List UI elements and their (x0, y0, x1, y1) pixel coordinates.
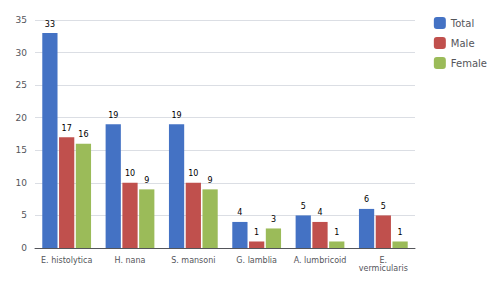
svg-text:10: 10 (188, 169, 198, 178)
svg-text:A. lumbricoid: A. lumbricoid (294, 256, 347, 265)
svg-text:9: 9 (208, 176, 213, 185)
svg-text:17: 17 (62, 124, 72, 133)
svg-text:E.: E. (379, 255, 388, 265)
svg-text:1: 1 (398, 228, 403, 237)
svg-text:35: 35 (16, 15, 27, 25)
svg-text:19: 19 (171, 111, 181, 120)
svg-text:vermicularis: vermicularis (359, 264, 408, 273)
svg-text:25: 25 (16, 80, 27, 90)
svg-text:E. histolytica: E. histolytica (41, 256, 92, 265)
svg-text:H. nana: H. nana (115, 256, 146, 265)
svg-text:16: 16 (78, 130, 88, 139)
svg-text:5: 5 (301, 202, 306, 211)
svg-text:S. mansoni: S. mansoni (171, 256, 215, 265)
svg-text:1: 1 (334, 228, 339, 237)
svg-text:33: 33 (45, 20, 55, 29)
svg-text:5: 5 (381, 202, 386, 211)
svg-text:4: 4 (317, 208, 322, 217)
svg-text:10: 10 (125, 169, 135, 178)
svg-text:Total: Total (450, 18, 474, 29)
svg-text:Male: Male (451, 38, 475, 49)
svg-text:19: 19 (108, 111, 118, 120)
svg-text:6: 6 (364, 195, 369, 204)
svg-text:3: 3 (271, 215, 276, 224)
svg-text:10: 10 (16, 178, 28, 188)
svg-text:9: 9 (144, 176, 149, 185)
svg-text:4: 4 (237, 208, 242, 217)
svg-text:15: 15 (16, 145, 27, 155)
svg-text:20: 20 (16, 113, 28, 123)
svg-text:5: 5 (21, 210, 27, 220)
svg-text:Female: Female (451, 58, 487, 69)
svg-text:0: 0 (21, 243, 27, 253)
svg-text:G. lamblia: G. lamblia (236, 256, 277, 265)
svg-text:30: 30 (16, 48, 28, 58)
svg-text:1: 1 (254, 228, 259, 237)
